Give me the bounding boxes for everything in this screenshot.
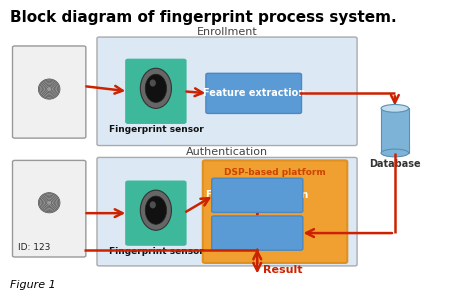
FancyBboxPatch shape — [97, 37, 357, 146]
FancyBboxPatch shape — [126, 181, 186, 245]
Ellipse shape — [38, 193, 60, 213]
Ellipse shape — [38, 79, 60, 99]
FancyBboxPatch shape — [97, 158, 357, 266]
Ellipse shape — [381, 149, 409, 157]
Ellipse shape — [140, 68, 172, 108]
Text: Block diagram of fingerprint process system.: Block diagram of fingerprint process sys… — [10, 10, 397, 25]
Ellipse shape — [150, 201, 156, 208]
Text: Result: Result — [263, 265, 302, 275]
FancyBboxPatch shape — [203, 160, 347, 263]
Ellipse shape — [150, 80, 156, 86]
Ellipse shape — [145, 196, 166, 224]
Text: Feature extraction: Feature extraction — [206, 190, 309, 200]
FancyBboxPatch shape — [212, 178, 303, 212]
Text: Figure 1: Figure 1 — [10, 280, 56, 290]
Ellipse shape — [381, 104, 409, 112]
FancyBboxPatch shape — [12, 46, 86, 138]
Bar — [381, 108, 409, 153]
Ellipse shape — [140, 190, 172, 230]
Text: ID: 123: ID: 123 — [18, 243, 51, 252]
Text: Fingerprint sensor: Fingerprint sensor — [109, 247, 203, 256]
FancyBboxPatch shape — [212, 216, 303, 250]
FancyBboxPatch shape — [12, 160, 86, 257]
Text: Feature extraction: Feature extraction — [202, 88, 305, 98]
FancyBboxPatch shape — [206, 73, 301, 113]
Text: DSP-based platform: DSP-based platform — [224, 168, 326, 177]
Text: Enrollment: Enrollment — [197, 27, 257, 37]
Text: Database: Database — [369, 159, 420, 169]
Text: Fingerprint sensor: Fingerprint sensor — [109, 125, 203, 134]
Text: Authentication: Authentication — [186, 147, 268, 158]
Ellipse shape — [145, 74, 166, 102]
FancyBboxPatch shape — [126, 59, 186, 123]
Text: Matching: Matching — [232, 228, 283, 238]
